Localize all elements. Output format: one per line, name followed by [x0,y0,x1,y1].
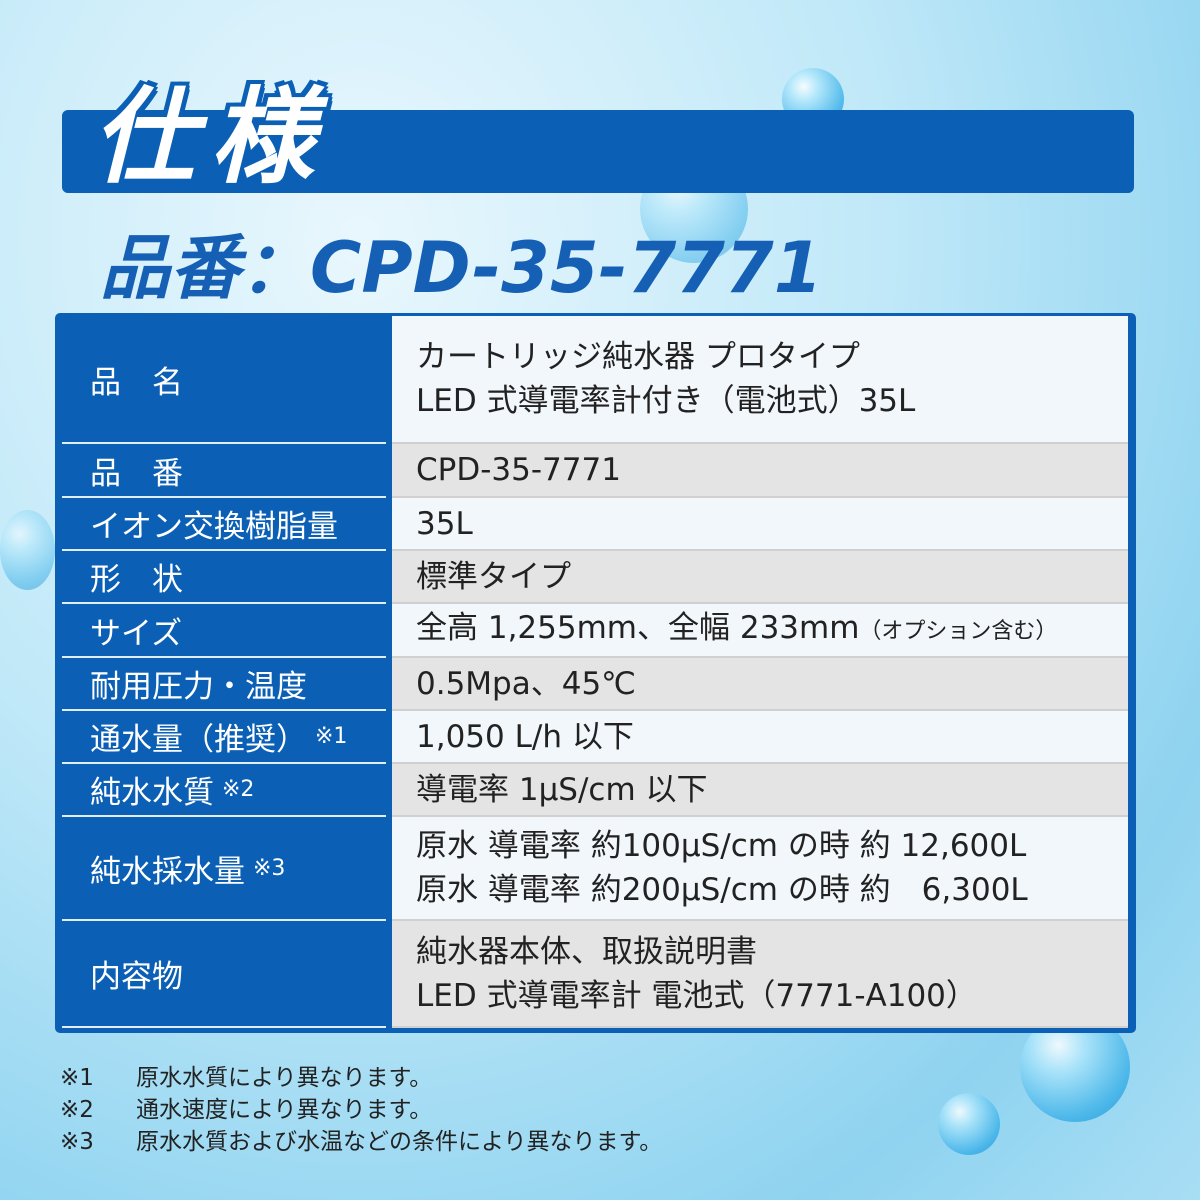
table-row: 純水水質 ※2 導電率 1μS/cm 以下 [62,764,1128,817]
row-label-text: 品 番 [90,455,183,492]
row-label-text: 純水水質 [90,775,214,811]
row-value: 35L [392,498,1128,551]
row-label-text: サイズ [90,615,183,652]
value-line: LED 式導電率計付き（電池式）35L [416,379,1128,423]
table-row: 内容物 純水器本体、取扱説明書 LED 式導電率計 電池式（7771-A100） [62,921,1128,1028]
footnotes: ※1 原水水質により異なります。 ※2 通水速度により異なります。 ※3 原水水質およ… [60,1062,662,1158]
footnote: ※2 通水速度により異なります。 [60,1094,662,1126]
page-title: 仕様 [92,76,329,198]
spec-table: 品 名 カートリッジ純水器 プロタイプ LED 式導電率計付き（電池式）35L 品 番… [55,313,1136,1033]
value-text: 導電率 1μS/cm 以下 [416,771,708,808]
table-row: 純水採水量 ※3 原水 導電率 約100μS/cm の時 約 12,600L 原水 導… [62,817,1128,921]
row-value: 1,050 L/h 以下 [392,711,1128,764]
row-label: サイズ [62,604,386,658]
row-value: 導電率 1μS/cm 以下 [392,764,1128,817]
row-value: カートリッジ純水器 プロタイプ LED 式導電率計付き（電池式）35L [392,316,1128,444]
footnote-mark: ※3 [60,1129,94,1155]
bubble-decoration [938,1093,1000,1155]
table-row: 耐用圧力・温度 0.5Mpa、45℃ [62,658,1128,711]
row-value: 原水 導電率 約100μS/cm の時 約 12,600L 原水 導電率 約200… [392,817,1128,921]
value-text: 全高 1,255mm、全幅 233mm [416,610,860,646]
row-label: イオン交換樹脂量 [62,498,386,551]
value-text: CPD-35-7771 [416,452,621,488]
footnote-ref: ※1 [315,724,348,749]
value-line: LED 式導電率計 電池式（7771-A100） [416,974,1128,1018]
value-line: CPD-35-7771 [416,448,1128,492]
row-label: 内容物 [62,921,386,1028]
footnote-mark: ※1 [60,1065,94,1091]
footnote-text: 通水速度により異なります。 [136,1097,433,1123]
value-text: 原水 導電率 約100μS/cm の時 約 12,600L [416,828,1027,864]
row-label-text: 品 名 [90,364,183,401]
title-banner [62,110,1134,193]
footnote: ※3 原水水質および水温などの条件により異なります。 [60,1126,662,1158]
row-label-text: 純水採水量 [90,853,245,890]
row-label: 通水量（推奨） ※1 [62,711,386,764]
value-line: 35L [416,502,1128,546]
row-value: CPD-35-7771 [392,444,1128,498]
footnote-ref: ※2 [222,777,255,802]
value-line: 導電率 1μS/cm 以下 [416,768,1128,812]
footnote-ref: ※3 [253,855,286,881]
row-label: 品 番 [62,444,386,498]
footnote: ※1 原水水質により異なります。 [60,1062,662,1094]
table-row: 形 状 標準タイプ [62,551,1128,604]
row-label-text: イオン交換樹脂量 [90,509,338,545]
value-text: LED 式導電率計 電池式（7771-A100） [416,977,977,1014]
table-row: 品 番 CPD-35-7771 [62,444,1128,498]
value-line: 全高 1,255mm、全幅 233mm（オプション含む） [416,606,1128,654]
value-text: LED 式導電率計付き（電池式）35L [416,383,916,419]
table-row: サイズ 全高 1,255mm、全幅 233mm（オプション含む） [62,604,1128,658]
value-text: 0.5Mpa、45℃ [416,665,636,702]
row-value: 標準タイプ [392,551,1128,604]
value-line: 原水 導電率 約200μS/cm の時 約 6,300L [416,868,1128,912]
row-value: 純水器本体、取扱説明書 LED 式導電率計 電池式（7771-A100） [392,921,1128,1028]
value-line: カートリッジ純水器 プロタイプ [416,335,1128,379]
row-label-text: 通水量（推奨） [90,722,307,758]
row-label: 耐用圧力・温度 [62,658,386,711]
row-label: 純水採水量 ※3 [62,817,386,921]
part-number-heading: 品番：CPD-35-7771 [100,227,823,309]
footnote-text: 原水水質により異なります。 [136,1065,433,1091]
value-line: 0.5Mpa、45℃ [416,662,1128,706]
bubble-decoration [0,510,55,590]
value-text: 原水 導電率 約200μS/cm の時 約 6,300L [416,872,1028,908]
row-label-text: 形 状 [90,562,183,598]
table-row: 品 名 カートリッジ純水器 プロタイプ LED 式導電率計付き（電池式）35L [62,316,1128,444]
value-text: 純水器本体、取扱説明書 [416,933,757,970]
value-line: 標準タイプ [416,555,1128,599]
row-label: 形 状 [62,551,386,604]
value-line: 原水 導電率 約100μS/cm の時 約 12,600L [416,824,1128,868]
value-text: 標準タイプ [416,558,571,595]
value-note: （オプション含む） [859,619,1058,644]
row-label: 純水水質 ※2 [62,764,386,817]
row-label-text: 内容物 [90,959,183,995]
row-label-text: 耐用圧力・温度 [90,669,307,705]
table-row: 通水量（推奨） ※1 1,050 L/h 以下 [62,711,1128,764]
footnote-mark: ※2 [60,1097,94,1123]
row-value: 0.5Mpa、45℃ [392,658,1128,711]
value-text: カートリッジ純水器 プロタイプ [416,339,860,375]
value-line: 1,050 L/h 以下 [416,715,1128,759]
row-label: 品 名 [62,316,386,444]
value-text: 35L [416,505,473,542]
row-value: 全高 1,255mm、全幅 233mm（オプション含む） [392,604,1128,658]
value-line: 純水器本体、取扱説明書 [416,930,1128,974]
footnote-text: 原水水質および水温などの条件により異なります。 [136,1129,663,1155]
table-row: イオン交換樹脂量 35L [62,498,1128,551]
value-text: 1,050 L/h 以下 [416,718,634,755]
